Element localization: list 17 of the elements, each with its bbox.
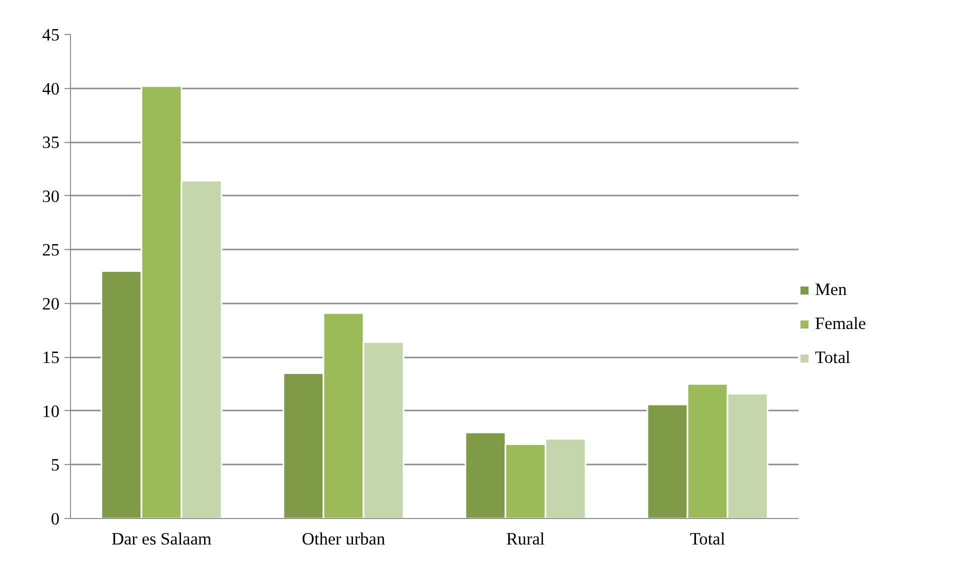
y-tick-label: 15	[42, 348, 60, 368]
x-tick-label: Rural	[506, 530, 545, 548]
y-tick-label: 20	[42, 294, 60, 314]
x-tick-label: Dar es Salaam	[111, 530, 212, 548]
y-tick-label: 0	[50, 510, 60, 528]
y-tick-label: 10	[42, 402, 60, 421]
x-tick-label: Other urban	[302, 530, 386, 548]
legend-label: Men	[815, 280, 847, 300]
x-tick-label: Total	[690, 530, 726, 548]
y-tick-label: 40	[42, 79, 60, 98]
legend-label: Female	[815, 314, 866, 334]
y-tick-label: 45	[42, 26, 60, 44]
legend-label: Total	[815, 348, 850, 368]
y-tick-label: 30	[42, 186, 60, 206]
y-tick-label: 25	[42, 240, 60, 260]
y-tick-label: 5	[50, 456, 60, 475]
y-tick-label: 35	[42, 133, 60, 152]
